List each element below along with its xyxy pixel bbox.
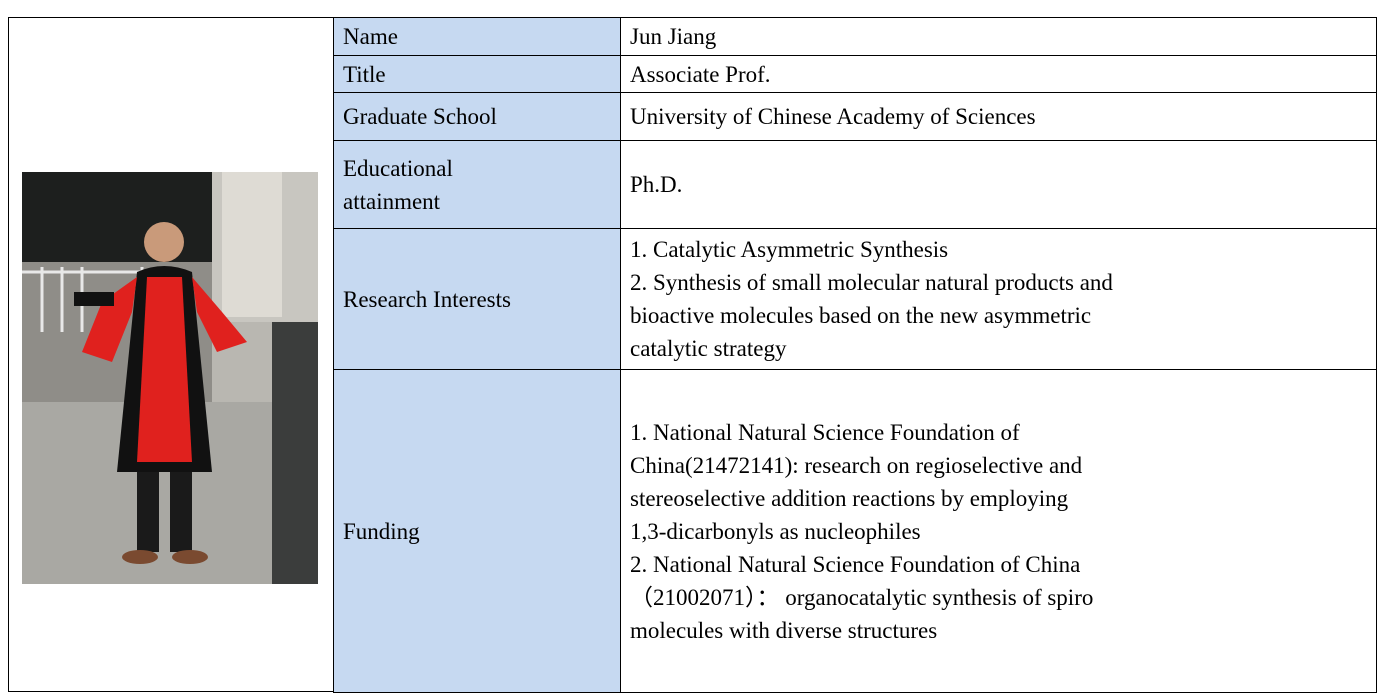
field-value-cell: University of Chinese Academy of Science… — [620, 92, 1377, 141]
field-value: Jun Jiang — [630, 24, 717, 49]
field-value: Associate Prof. — [630, 61, 771, 87]
field-value: catalytic strategy — [630, 336, 787, 361]
field-value-cell: Ph.D. — [620, 140, 1377, 229]
field-label: attainment — [343, 188, 441, 214]
field-value: China(21472141): research on regioselect… — [630, 452, 1083, 478]
field-label-cell: Research Interests — [333, 228, 621, 370]
field-value: University of Chinese Academy of Science… — [630, 104, 1036, 129]
field-label: Educational — [343, 155, 453, 181]
field-label-cell: Educational attainment — [333, 140, 621, 229]
field-value-cell: Associate Prof. — [620, 55, 1377, 93]
field-label-cell: Title — [333, 55, 621, 93]
field-label: Research Interests — [343, 286, 511, 312]
portrait-photo — [22, 172, 318, 584]
field-label-cell: Name — [333, 17, 621, 56]
field-value: 1. National Natural Science Foundation o… — [630, 419, 1020, 445]
field-label: Funding — [343, 518, 420, 544]
field-label: Title — [343, 61, 386, 87]
field-label-cell: Graduate School — [333, 92, 621, 141]
field-value: molecules with diverse structures — [630, 617, 938, 643]
field-value: bioactive molecules based on the new asy… — [630, 303, 1092, 328]
field-value: （21002071）： organocatalytic synthesis of… — [630, 584, 1094, 610]
field-value: Ph.D. — [630, 172, 683, 197]
field-label-cell: Funding — [333, 369, 621, 693]
field-value: 2. National Natural Science Foundation o… — [630, 551, 1081, 577]
field-value-cell: Jun Jiang — [620, 17, 1377, 56]
field-value: 1. Catalytic Asymmetric Synthesis — [630, 237, 949, 262]
field-label: Name — [343, 24, 398, 49]
photo-cell — [8, 17, 334, 692]
field-value: 2. Synthesis of small molecular natural … — [630, 270, 1113, 295]
field-value-cell: 1. National Natural Science Foundation o… — [620, 369, 1377, 693]
field-value: stereoselective addition reactions by em… — [630, 485, 1069, 511]
field-value: 1,3-dicarbonyls as nucleophiles — [630, 518, 921, 544]
field-label: Graduate School — [343, 104, 497, 129]
field-value-cell: 1. Catalytic Asymmetric Synthesis 2. Synt… — [620, 228, 1377, 370]
